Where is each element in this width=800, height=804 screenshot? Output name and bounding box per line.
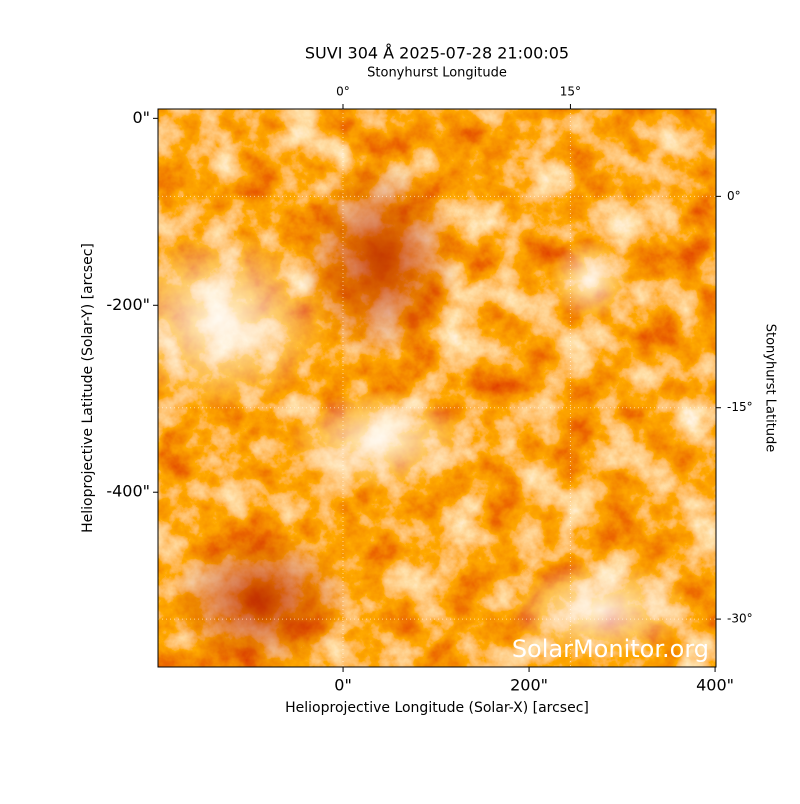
chart-title: SUVI 304 Å 2025-07-28 21:00:05 <box>305 44 569 63</box>
x-tick-label: 200" <box>510 676 548 695</box>
x-tick-label: 400" <box>696 676 734 695</box>
x-axis-label: Helioprojective Longitude (Solar-X) [arc… <box>285 700 589 716</box>
watermark: SolarMonitor.org <box>512 635 709 663</box>
solar-image <box>158 109 716 667</box>
right-tick-label: -15° <box>727 400 753 414</box>
plot-frame <box>157 108 717 668</box>
x-tick-label: 0" <box>334 676 352 695</box>
y-axis-label: Helioprojective Latitude (Solar-Y) [arcs… <box>80 243 96 533</box>
right-tick-label: -30° <box>727 612 753 626</box>
y-tick-label: -400" <box>106 482 150 501</box>
right-axis-label: Stonyhurst Latitude <box>763 324 778 453</box>
top-axis-label: Stonyhurst Longitude <box>367 66 507 81</box>
top-tick-label: 15° <box>560 85 581 99</box>
top-tick-label: 0° <box>336 85 350 99</box>
grid <box>158 109 716 667</box>
y-tick-label: -200" <box>106 295 150 314</box>
y-tick-label: 0" <box>132 108 150 127</box>
right-tick-label: 0° <box>727 189 741 203</box>
